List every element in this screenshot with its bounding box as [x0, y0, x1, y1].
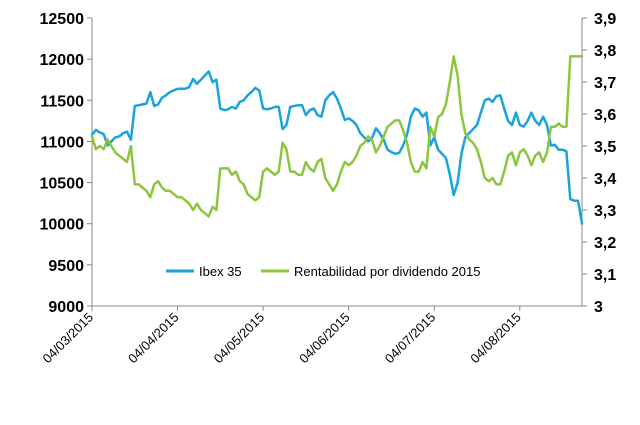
y-left-tick-label: 9000: [48, 299, 84, 316]
y-left-tick-label: 9500: [48, 258, 84, 275]
y-left-tick-label: 12500: [40, 11, 85, 28]
x-tick-label: 04/08/2015: [467, 310, 524, 367]
y-axis-right-labels: 3,9 3,8 3,7 3,6 3,5 3,4 3,3 3,2 3,1 3: [594, 11, 616, 316]
y-left-tick-label: 10000: [40, 217, 85, 234]
x-tick-label: 04/06/2015: [296, 310, 353, 367]
y-right-tick-label: 3,8: [594, 43, 616, 60]
legend-label-rentabilidad: Rentabilidad por dividendo 2015: [294, 264, 480, 279]
legend-label-ibex-35: Ibex 35: [199, 264, 242, 279]
x-tick-label: 04/05/2015: [211, 310, 268, 367]
y-left-tick-label: 11000: [40, 134, 84, 151]
x-tick-label: 04/04/2015: [125, 310, 182, 367]
axes: [91, 18, 583, 307]
y-right-tick-label: 3,3: [594, 203, 616, 220]
series-line-ibex-35: [90, 70, 584, 225]
y-right-tick-label: 3: [594, 299, 603, 316]
y-right-tick-label: 3,2: [594, 235, 616, 252]
x-tick-label: 04/03/2015: [39, 310, 96, 367]
y-right-tick-label: 3,9: [594, 11, 616, 28]
y-right-tick-label: 3,6: [594, 107, 616, 124]
legend: Ibex 35 Rentabilidad por dividendo 2015: [160, 259, 505, 283]
legend-background: [160, 259, 505, 283]
y-right-tick-label: 3,1: [594, 267, 616, 284]
y-right-tick-label: 3,4: [594, 171, 616, 188]
y-axis-left-labels: 12500 12000 11500 11000 10500 10000 9500 9000: [40, 11, 85, 316]
y-right-tick-label: 3,5: [594, 139, 616, 156]
series-lines: [90, 55, 584, 225]
y-right-tick-label: 3,7: [594, 75, 616, 92]
y-left-tick-label: 10500: [40, 176, 85, 193]
series-line-rentabilidad: [90, 55, 584, 218]
tick-marks: [87, 17, 587, 311]
x-tick-label: 04/07/2015: [382, 310, 439, 367]
x-axis-labels: 04/03/2015 04/04/2015 04/05/2015 04/06/2015…: [39, 310, 523, 367]
y-left-tick-label: 11500: [40, 93, 84, 110]
y-left-tick-label: 12000: [40, 52, 85, 69]
